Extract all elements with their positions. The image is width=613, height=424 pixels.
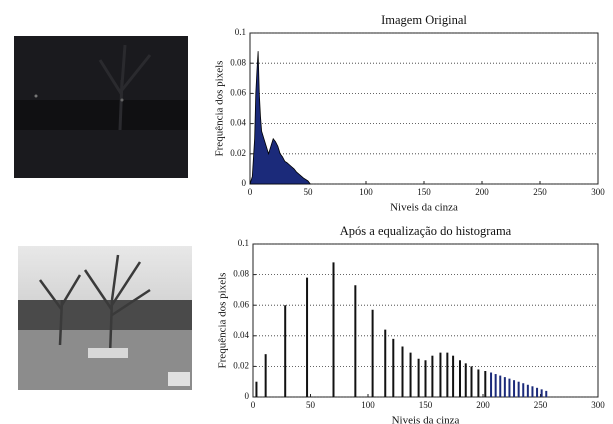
y-axis-label: Frequência dos pixels	[217, 273, 229, 369]
plot-area	[249, 32, 599, 185]
x-tick-label: 200	[475, 187, 489, 197]
y-tick-label: 0	[242, 178, 247, 188]
histogram-area	[249, 51, 312, 185]
x-tick-label: 300	[591, 187, 605, 197]
chart: Imagem Original Niveis da cinza Frequência…	[214, 13, 606, 214]
chart-title: Após a equalização do histograma	[340, 224, 512, 238]
y-tick-label: 0.04	[230, 118, 246, 128]
y-tick-label: 0.04	[233, 330, 249, 340]
x-tick-label: 100	[359, 187, 373, 197]
x-tick-label: 50	[304, 187, 314, 197]
chart-title: Imagem Original	[381, 13, 467, 27]
y-tick-label: 0.08	[230, 57, 246, 67]
y-axis-label: Frequência dos pixels	[214, 61, 226, 157]
y-tick-label: 0.06	[230, 87, 246, 97]
x-tick-label: 200	[476, 400, 490, 410]
x-tick-label: 100	[361, 400, 375, 410]
y-tick-label: 0.02	[230, 148, 246, 158]
x-axis-label: Niveis da cinza	[390, 202, 458, 214]
y-tick-label: 0.06	[233, 299, 249, 309]
x-tick-label: 250	[534, 400, 548, 410]
y-tick-label: 0.02	[233, 360, 249, 370]
x-tick-label: 300	[591, 400, 605, 410]
y-tick-label: 0.1	[238, 238, 249, 248]
x-tick-label: 50	[306, 400, 316, 410]
y-tick-label: 0	[245, 391, 250, 401]
x-tick-label: 150	[417, 187, 431, 197]
x-tick-label: 250	[533, 187, 547, 197]
photo-original	[14, 36, 188, 178]
chart: Após a equalização do histograma Niveis d…	[217, 224, 606, 424]
x-axis-label: Niveis da cinza	[392, 415, 460, 424]
x-tick-label: 0	[248, 187, 253, 197]
y-tick-label: 0.1	[235, 27, 246, 37]
photo-equalized	[18, 246, 192, 390]
y-tick-label: 0.08	[233, 269, 249, 279]
x-tick-label: 150	[419, 400, 433, 410]
x-tick-label: 0	[251, 400, 256, 410]
